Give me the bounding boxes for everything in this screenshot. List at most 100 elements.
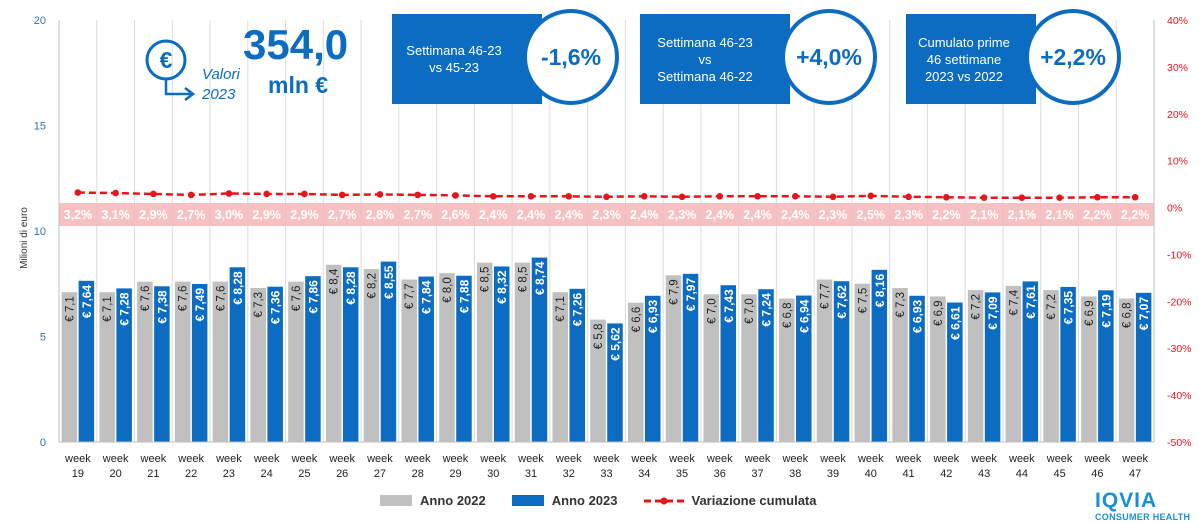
cumulative-label: 2,9% (252, 208, 281, 222)
cumulative-point (603, 193, 610, 201)
data-label-2023: € 6,94 (797, 299, 811, 333)
data-label-2022: € 8,4 (329, 268, 341, 294)
cumulative-label: 2,4% (630, 208, 659, 222)
x-tick-label-week: week (781, 453, 808, 465)
bar-2023 (380, 261, 397, 442)
kpi-value-cumulative: +2,2% (1025, 9, 1121, 105)
data-label-2022: € 6,6 (631, 307, 643, 333)
data-label-2023: € 7,07 (1137, 297, 1151, 331)
bar-2023 (720, 285, 737, 442)
bar-2022 (1005, 285, 1022, 442)
x-tick-label: 45 (1053, 468, 1065, 480)
x-tick-label: 41 (902, 468, 914, 480)
x-tick-label: 29 (449, 468, 461, 480)
data-label-2023: € 7,35 (1062, 291, 1076, 325)
bar-2022 (325, 264, 342, 442)
bar-2022 (930, 296, 946, 442)
x-tick-label-week: week (366, 453, 393, 465)
legend-item-2023: Anno 2023 (511, 493, 618, 508)
data-label-2023: € 7,64 (80, 284, 94, 318)
bar-2022 (363, 268, 380, 442)
x-tick-label-week: week (970, 453, 997, 465)
bar-2023 (833, 281, 850, 442)
bar-2022 (967, 290, 984, 442)
x-tick-label-week: week (64, 453, 91, 465)
x-tick-label: 40 (865, 468, 877, 480)
bar-2022 (665, 275, 682, 442)
bar-2022 (552, 292, 568, 442)
cumulative-label: 2,1% (1008, 208, 1037, 222)
data-label-2022: € 7,2 (1046, 294, 1058, 320)
cumulative-point (678, 193, 686, 201)
y-tick-label: 0 (40, 437, 46, 449)
data-label-2023: € 7,26 (571, 292, 585, 326)
data-label-2022: € 6,9 (1084, 300, 1096, 326)
cumulative-label: 2,4% (554, 208, 583, 222)
bar-2023 (1060, 286, 1076, 442)
euro-down-arrow-icon: € (145, 39, 196, 101)
x-tick-label: 25 (298, 468, 310, 480)
cumulative-point (376, 191, 384, 198)
y2-tick-label: -50% (1167, 437, 1192, 449)
svg-text:€: € (160, 47, 173, 73)
bar-2022 (401, 279, 417, 442)
data-label-2023: € 7,43 (722, 289, 736, 323)
cumulative-label: 2,1% (1045, 208, 1074, 222)
x-tick-label-week: week (404, 453, 431, 465)
cumulative-label: 2,4% (743, 208, 772, 222)
x-tick-label-week: week (479, 453, 506, 465)
x-tick-label: 32 (563, 468, 575, 480)
data-label-2023: € 7,24 (760, 293, 774, 327)
data-label-2023: € 8,32 (495, 270, 509, 304)
x-tick-label: 47 (1129, 468, 1141, 480)
cumulative-point (980, 194, 988, 202)
data-label-2022: € 8,2 (366, 273, 378, 299)
x-tick-label: 30 (487, 468, 499, 480)
data-label-2023: € 8,55 (382, 265, 396, 299)
cumulative-label: 2,4% (706, 208, 735, 222)
x-tick-label-week: week (744, 453, 771, 465)
cumulative-label: 2,3% (819, 208, 848, 222)
x-tick-label: 43 (978, 468, 990, 480)
cumulative-point (754, 193, 761, 200)
kpi-text-line: Settimana 46-22 (657, 68, 753, 84)
bar-2023 (531, 257, 548, 442)
data-label-2023: € 8,28 (231, 271, 245, 305)
x-tick-label-week: week (102, 453, 129, 465)
bar-2023 (909, 295, 925, 442)
x-tick-label: 34 (638, 468, 650, 480)
data-label-2022: € 6,8 (1122, 303, 1134, 329)
data-label-2022: € 7,7 (820, 284, 832, 310)
bar-2023 (569, 288, 585, 442)
kpi-value-yoy-week: +4,0% (781, 9, 877, 105)
data-label-2022: € 6,9 (933, 300, 945, 326)
x-tick-label: 46 (1091, 468, 1103, 480)
cumulative-label: 2,8% (366, 208, 395, 222)
y2-tick-label: -30% (1167, 343, 1192, 355)
cumulative-label: 2,5% (857, 208, 886, 222)
bar-2022 (61, 292, 78, 442)
cumulative-point (829, 193, 837, 201)
legend-label: Variazione cumulata (691, 493, 817, 508)
x-tick-label-week: week (555, 453, 582, 465)
y-tick-label: 5 (40, 332, 46, 344)
bar-2023 (456, 275, 472, 442)
kpi-value-weekly: -1,6% (523, 9, 619, 105)
y2-tick-label: -40% (1167, 390, 1192, 402)
x-tick-label-week: week (328, 453, 355, 465)
data-label-2023: € 7,38 (155, 290, 169, 324)
data-label-2023: € 6,61 (948, 306, 962, 340)
data-label-2022: € 7,5 (857, 288, 869, 314)
kpi-box-weekly: Settimana 46-23 vs 45-23 (392, 14, 542, 104)
cumulative-point (716, 193, 724, 200)
legend-label: Anno 2022 (420, 493, 486, 508)
x-tick-label-week: week (593, 453, 620, 465)
y2-tick-label: 30% (1167, 62, 1188, 74)
cumulative-point (791, 193, 799, 200)
cumulative-label: 3,2% (64, 208, 93, 222)
cumulative-point (527, 193, 535, 200)
cumulative-label: 3,1% (101, 208, 130, 222)
bar-2022 (212, 281, 229, 442)
cumulative-point (1131, 193, 1139, 201)
bar-2023 (305, 276, 321, 442)
